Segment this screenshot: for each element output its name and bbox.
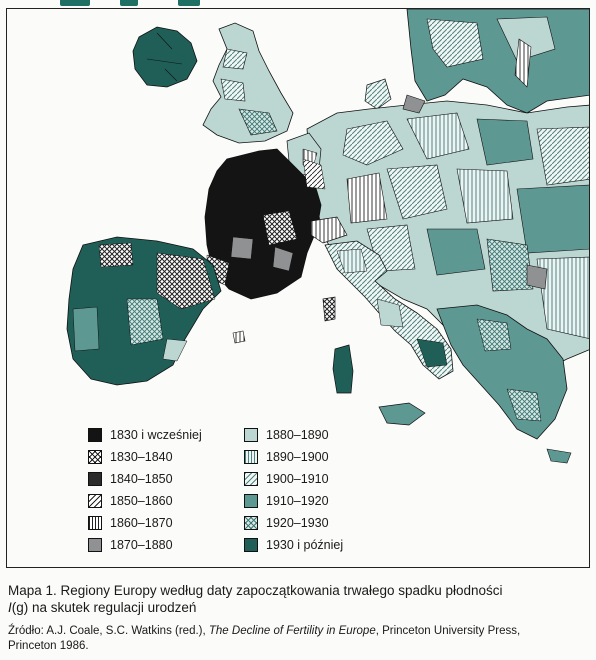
caption-line-2: I(g) na skutek regulacji urodzeń [8, 599, 588, 616]
legend-label: 1900–1910 [266, 472, 329, 486]
swatch-diagonal-teal [244, 472, 258, 486]
swatch-crosshatch-teal [244, 516, 258, 530]
legend-item-1880-1890: 1880–1890 [244, 426, 329, 444]
legend-item-1890-1900: 1890–1900 [244, 448, 329, 466]
swatch-vertical-teal [244, 450, 258, 464]
legend-item-1930: 1930 i później [244, 536, 343, 554]
legend-label: 1910–1920 [266, 494, 329, 508]
region-sicily [378, 402, 426, 426]
swatch-diagonal-hatch [88, 494, 102, 508]
source-line-1: Źródło: A.J. Coale, S.C. Watkins (red.),… [8, 624, 588, 639]
swatch-solid-lightteal [244, 428, 258, 442]
legend-label: 1880–1890 [266, 428, 329, 442]
region-corsica [322, 296, 336, 322]
europe-map [6, 8, 590, 568]
legend-label: 1870–1880 [110, 538, 173, 552]
legend-item-1910-1920: 1910–1920 [244, 492, 329, 510]
legend-label: 1830 i wcześniej [110, 428, 202, 442]
caption-line-1: Mapa 1. Regiony Europy według daty zapoc… [8, 583, 503, 598]
region-denmark [364, 78, 392, 110]
source-title: The Decline of Fertility in Europe [208, 625, 376, 637]
caption-variable: I [8, 600, 12, 615]
legend-label: 1890–1900 [266, 450, 329, 464]
legend-item-1840-1850: 1840–1850 [88, 470, 173, 488]
swatch-solid-midgray [88, 538, 102, 552]
source-suffix: , Princeton University Press, [375, 625, 521, 637]
swatch-solid-darkgray [88, 472, 102, 486]
legend: 1830 i wcześniej 1830–1840 1840–1850 185… [88, 426, 428, 566]
legend-item-1830: 1830 i wcześniej [88, 426, 202, 444]
map-source: Źródło: A.J. Coale, S.C. Watkins (red.),… [8, 624, 588, 654]
swatch-solid-black [88, 428, 102, 442]
legend-item-1830-1840: 1830–1840 [88, 448, 173, 466]
legend-item-1850-1860: 1850–1860 [88, 492, 173, 510]
legend-item-1920-1930: 1920–1930 [244, 514, 329, 532]
source-line-2: Princeton 1986. [8, 640, 89, 652]
region-ireland [132, 26, 198, 88]
swatch-crosshatch [88, 450, 102, 464]
region-switzerland [310, 216, 348, 244]
region-britain [202, 22, 294, 144]
legend-label: 1920–1930 [266, 516, 329, 530]
legend-item-1870-1880: 1870–1880 [88, 536, 173, 554]
legend-label: 1840–1850 [110, 472, 173, 486]
legend-item-1900-1910: 1900–1910 [244, 470, 329, 488]
title-remnant [0, 0, 596, 8]
legend-label: 1930 i później [266, 538, 344, 552]
swatch-solid-midteal [244, 494, 258, 508]
legend-item-1860-1870: 1860–1870 [88, 514, 173, 532]
caption-variable-arg: (g) [11, 600, 29, 615]
map-svg [66, 9, 589, 464]
swatch-vertical-lines [88, 516, 102, 530]
region-sardinia [332, 344, 354, 394]
legend-label: 1850–1860 [110, 494, 173, 508]
legend-label: 1830–1840 [110, 450, 173, 464]
source-prefix: Źródło: A.J. Coale, S.C. Watkins (red.), [8, 625, 209, 637]
swatch-solid-darkteal [244, 538, 258, 552]
legend-label: 1860–1870 [110, 516, 173, 530]
region-france [204, 148, 322, 300]
map-caption: Mapa 1. Regiony Europy według daty zapoc… [8, 582, 588, 616]
caption-line-2-rest: na skutek regulacji urodzeń [28, 600, 197, 615]
